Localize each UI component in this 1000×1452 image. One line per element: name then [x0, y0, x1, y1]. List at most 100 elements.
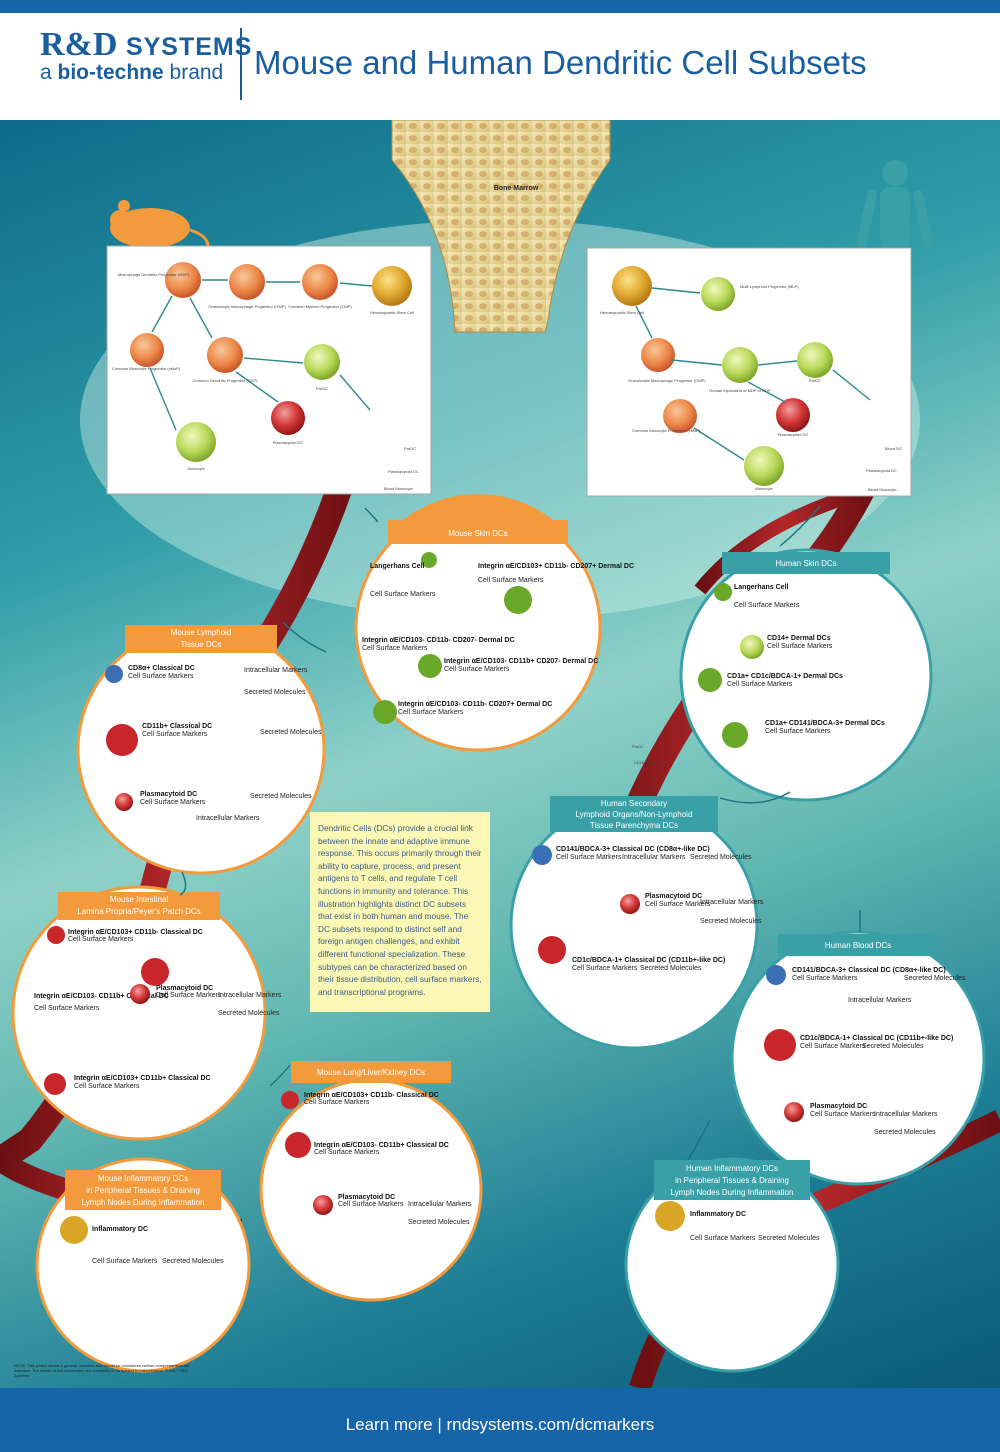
cell-icon [620, 894, 640, 914]
human-lineage-panel: Hematopoietic Stem Cell Multi-Lymphoid P… [586, 247, 912, 497]
mouse-monocyte-label: Monocyte [187, 466, 205, 471]
mouse-intestinal-subset-1: Integrin αE/CD103- CD11b+ Classical DC [34, 993, 169, 1000]
mouse-skin-dcs-circle[interactable]: Mouse Skin DCs Langerhans Cell Cell Surf… [354, 494, 634, 752]
human-secondary-subset-1: Plasmacytoid DC [645, 893, 702, 900]
cell-icon [740, 635, 764, 659]
human-inflam-title1: Human Inflammatory DCs [686, 1164, 778, 1173]
logo-systems: SYSTEMS [125, 33, 253, 61]
mouse-gmp-label: Granulocyte-Macrophage Progenitor (GMP) [208, 304, 286, 309]
vessel-predc-mid-label: PreDC [632, 744, 644, 749]
tagline-biotechne: bio-techne [57, 61, 164, 84]
mouse-lymphoid-circle[interactable]: Mouse Lymphoid Tissue DCs CD8α+ Classica… [76, 625, 326, 875]
mouse-lymphoid-icm-0: Intracellular Markers [244, 667, 308, 674]
human-secondary-circle[interactable]: Human Secondary Lymphoid Organs/Non-Lymp… [509, 796, 764, 1050]
cell-icon [764, 1029, 796, 1061]
human-skin-title: Human Skin DCs [775, 559, 836, 568]
mouse-inflammatory-circle[interactable]: Mouse Inflammatory DCs in Peripheral Tis… [35, 1157, 251, 1373]
human-skin-csm-1: Cell Surface Markers [767, 643, 833, 650]
cell-icon [784, 1102, 804, 1122]
mouse-cdp-label: Common Dendritic Progenitor (CDP) [193, 378, 259, 383]
cell-icon [47, 926, 65, 944]
mouse-intestinal-csm-1: Cell Surface Markers [34, 1005, 100, 1012]
cell-icon [115, 793, 133, 811]
mouse-mdp-label: Macrophage Dendritic Progenitor (MDP) [118, 272, 190, 277]
human-inflam-title3: Lymph Nodes During Inflammation [671, 1188, 794, 1197]
human-blood-subset-0: CD141/BDCA-3+ Classical DC (CD8α+-like D… [792, 967, 946, 974]
mouse-skin-csm-4: Cell Surface Markers [362, 645, 428, 652]
mouse-intestinal-circle[interactable]: Mouse Intestinal Lamina Propria/Peyer's … [11, 885, 282, 1141]
human-mlp-label: Multi-Lymphoid Progenitor (MLP) [740, 284, 799, 289]
mouse-hsc-label: Hematopoietic Stem Cell [370, 310, 414, 315]
human-skin-circle[interactable]: Human Skin DCs Langerhans Cell Cell Surf… [679, 548, 933, 802]
mouse-intestinal-icm-2: Intracellular Markers [218, 992, 282, 999]
mouse-skin-subset-2: Integrin αE/CD103- CD11b- CD207+ Dermal … [398, 701, 552, 708]
bone-marrow-shape [391, 120, 611, 333]
mouse-inflam-title2: in Peripheral Tissues & Draining [86, 1186, 200, 1195]
human-vessel-branch [694, 483, 872, 595]
cell-icon [698, 668, 722, 692]
poster-svg: Bone Marrow Hematop [0, 120, 1000, 1388]
footer: Learn more | rndsystems.com/dcmarkers [0, 1388, 1000, 1452]
human-monocyte-label: Monocyte [755, 486, 773, 491]
human-skin-subset-2: CD1a+ CD1c/BDCA-1+ Dermal DCs [727, 673, 843, 680]
human-blood-sm-0: Secreted Molecules [904, 975, 966, 982]
cell-icon [538, 936, 566, 964]
footer-link[interactable]: Learn more | rndsystems.com/dcmarkers [345, 1415, 655, 1434]
human-secondary-title2: Lymphoid Organs/Non-Lymphoid [576, 810, 693, 819]
top-bar [0, 0, 1000, 13]
human-inflam-csm-0: Cell Surface Markers [690, 1235, 756, 1242]
human-secondary-icm-0: Intracellular Markers [622, 854, 686, 861]
cell-icon [60, 1216, 88, 1244]
mouse-lung-csm-1: Cell Surface Markers [314, 1149, 380, 1156]
tagline-brand: brand [163, 61, 224, 84]
mouse-lung-circle[interactable]: Mouse Lung/Liver/Kidney DCs Integrin αE/… [259, 1061, 483, 1302]
vessel-predc-right-label: PreDC [792, 508, 804, 513]
cell-icon [106, 724, 138, 756]
flow-arrows [179, 505, 861, 1161]
mouse-blood-predc-label: PreDC [404, 446, 416, 451]
human-inflammatory-circle[interactable]: Human Inflammatory DCs in Peripheral Tis… [624, 1157, 840, 1373]
mouse-lymphoid-title1: Mouse Lymphoid [171, 628, 232, 637]
mouse-lymphoid-sm-0: Secreted Molecules [244, 689, 306, 696]
mouse-lung-subset-2: Plasmacytoid DC [338, 1194, 395, 1201]
brand-logo[interactable]: R&D SYSTEMS [40, 26, 252, 64]
mouse-intestinal-sm-2: Secreted Molecules [218, 1010, 280, 1017]
mouse-pdc-label: Plasmacytoid DC [273, 440, 304, 445]
cell-icon [281, 1091, 299, 1109]
mouse-intestinal-csm-3: Cell Surface Markers [74, 1083, 140, 1090]
human-blood-csm-0: Cell Surface Markers [792, 975, 858, 982]
human-secondary-csm-2: Cell Surface Markers [572, 965, 638, 972]
human-secondary-csm-0: Cell Surface Markers [556, 854, 622, 861]
mouse-intestinal-subset-0: Integrin αE/CD103+ CD11b- Classical DC [68, 929, 203, 936]
human-inflam-sm-0: Secreted Molecules [758, 1235, 820, 1242]
header [0, 13, 1000, 120]
mouse-skin-csm-0: Cell Surface Markers [370, 591, 436, 598]
mouse-inflam-sm-0: Secreted Molecules [162, 1258, 224, 1265]
page-title: Mouse and Human Dendritic Cell Subsets [254, 44, 867, 81]
human-inflam-title2: in Peripheral Tissues & Draining [675, 1176, 789, 1185]
human-secondary-icm-1: Intracellular Markers [700, 899, 764, 906]
human-secondary-subset-2: CD1c/BDCA-1+ Classical DC (CD11b+-like D… [572, 957, 725, 964]
mouse-lung-csm-0: Cell Surface Markers [304, 1099, 370, 1106]
mouse-skin-subset-1: Integrin αE/CD103+ CD11b- CD207+ Dermal … [478, 563, 634, 570]
human-blood-title: Human Blood DCs [825, 941, 891, 950]
human-mdp-label: Human Equivalent of MDP or CDP [709, 388, 771, 393]
mouse-inflam-title1: Mouse Inflammatory DCs [98, 1174, 188, 1183]
mouse-lymphoid-title2: Tissue DCs [180, 640, 221, 649]
human-skin-csm-0: Cell Surface Markers [734, 602, 800, 609]
description-box: Dendritic Cells (DCs) provide a crucial … [310, 812, 490, 1012]
mouse-lung-icm-2: Intracellular Markers [408, 1201, 472, 1208]
human-skin-subset-0: Langerhans Cell [734, 584, 789, 591]
human-secondary-sm-1: Secreted Molecules [700, 918, 762, 925]
header-divider [240, 28, 242, 100]
poster-illustration: Bone Marrow Hematop [0, 120, 1000, 1388]
cell-icon [44, 1073, 66, 1095]
human-secondary-csm-1: Cell Surface Markers [645, 901, 711, 908]
human-blood-circle[interactable]: Human Blood DCs CD141/BDCA-3+ Classical … [730, 930, 986, 1186]
mouse-cmop-label: Common Monocyte Progenitor (cMoP) [112, 366, 181, 371]
mouse-blood-monocyte-label: Blood Monocyte [384, 486, 413, 491]
human-blood-monocyte-label: Blood Monocyte [868, 487, 897, 492]
human-blood-dc-label: Blood DC [885, 446, 902, 451]
mouse-lymphoid-subset-1: CD11b+ Classical DC [142, 723, 212, 730]
mouse-skin-title: Mouse Skin DCs [448, 529, 508, 538]
